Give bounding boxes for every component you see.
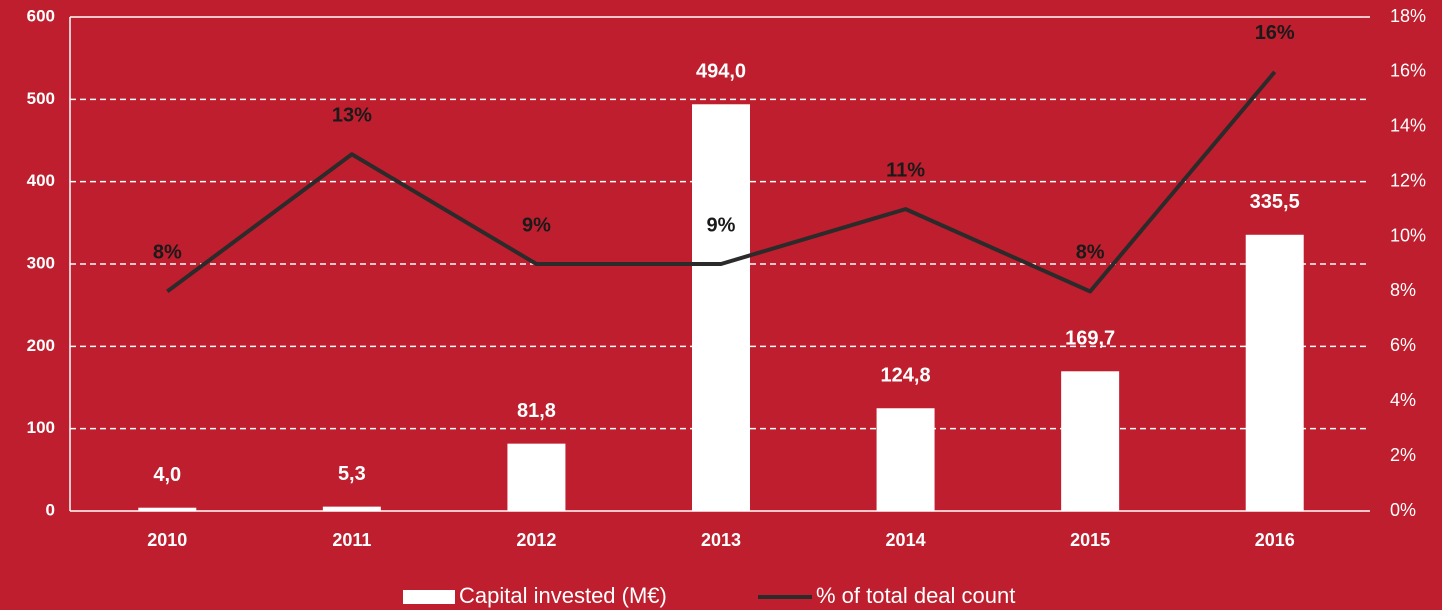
line <box>166 70 1277 294</box>
y-tick-label: 600 <box>27 6 55 25</box>
x-tick-label: 2011 <box>332 530 371 550</box>
x-tick-label: 2010 <box>147 530 187 550</box>
bar <box>876 408 935 511</box>
y2-tick-label: 2% <box>1390 445 1416 465</box>
bar-value-label: 81,8 <box>517 400 556 422</box>
y-tick-label: 400 <box>27 171 55 190</box>
bar-value-label: 494,0 <box>696 61 746 83</box>
y2-tick-label: 10% <box>1390 225 1426 245</box>
y-tick-label: 500 <box>27 89 55 108</box>
line-value-label: 16% <box>1255 22 1295 44</box>
y2-tick-label: 4% <box>1390 390 1416 410</box>
y2-tick-label: 14% <box>1390 116 1426 136</box>
bar <box>507 443 566 511</box>
line-value-label: 8% <box>153 242 182 264</box>
bar-value-label: 5,3 <box>338 463 366 485</box>
x-tick-label: 2015 <box>1070 530 1110 550</box>
bar <box>1061 371 1120 511</box>
line-value-label: 13% <box>332 105 372 127</box>
y2-tick-label: 6% <box>1390 335 1416 355</box>
legend-label: Capital invested (M€) <box>459 583 667 608</box>
x-tick-label: 2013 <box>701 530 741 550</box>
y2-tick-label: 0% <box>1390 500 1416 520</box>
y-tick-label: 100 <box>27 418 55 437</box>
line-value-label: 9% <box>707 214 736 236</box>
bar <box>138 507 197 511</box>
bar-value-label: 124,8 <box>881 365 931 387</box>
line-value-label: 9% <box>522 214 551 236</box>
y2-tick-label: 16% <box>1390 61 1426 81</box>
bar <box>322 506 381 511</box>
y2-tick-label: 8% <box>1390 280 1416 300</box>
bar-value-label: 169,7 <box>1065 328 1115 350</box>
y2-tick-label: 12% <box>1390 170 1426 190</box>
y-tick-label: 200 <box>27 336 55 355</box>
line-value-label: 11% <box>886 159 925 181</box>
y-tick-label: 300 <box>27 253 55 272</box>
y-tick-label: 0 <box>46 500 55 519</box>
x-tick-label: 2014 <box>886 530 926 550</box>
y2-tick-label: 18% <box>1390 6 1426 26</box>
line-value-label: 8% <box>1076 242 1105 264</box>
bar-value-label: 4,0 <box>153 464 181 486</box>
x-tick-label: 2012 <box>516 530 556 550</box>
bar <box>1245 234 1304 511</box>
legend-swatch <box>403 590 455 604</box>
bar-value-label: 335,5 <box>1250 191 1300 213</box>
x-tick-label: 2016 <box>1255 530 1295 550</box>
legend-label: % of total deal count <box>816 583 1015 608</box>
bar <box>692 104 750 512</box>
